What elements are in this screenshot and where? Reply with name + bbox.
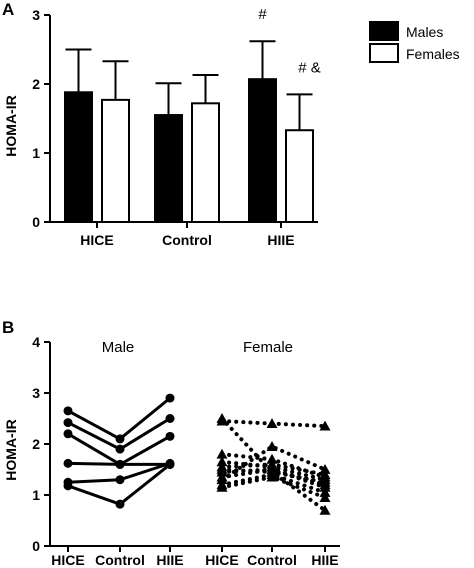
panel-b-marker-triangle: [319, 420, 331, 431]
panel-a-legend-label: Males: [406, 24, 443, 40]
panel-b-letter: B: [2, 318, 14, 337]
panel-b-marker-triangle: [216, 448, 228, 459]
panel-a-chart: 0 1 2 3 HICE Control HIIE # # & Males Females: [32, 6, 459, 248]
panel-a-legend-label: Females: [406, 46, 460, 62]
panel-a-bar-females: [285, 129, 314, 223]
panel-b-category-label: HIIE: [156, 552, 183, 568]
panel-a-letter: A: [2, 0, 14, 19]
panel-b-marker-triangle: [266, 464, 278, 474]
panel-b-category-label: HICE: [205, 552, 238, 568]
panel-b-group-label: Male: [102, 339, 135, 356]
panel-a-annotation: #: [258, 6, 267, 23]
panel-b-marker-circle: [115, 434, 125, 444]
panel-b-group-label: Female: [243, 339, 293, 356]
panel-b-subject-line: [67, 396, 171, 441]
panel-a-bar-males: [154, 114, 183, 223]
panel-b-category-label: HICE: [51, 552, 84, 568]
panel-b-y-tick-label: 2: [32, 436, 40, 452]
panel-b-marker-triangle: [319, 504, 331, 515]
panel-b-marker-circle: [165, 431, 175, 441]
panel-b-marker-triangle: [266, 418, 278, 428]
panel-b-marker-circle: [115, 459, 125, 469]
panel-b-marker-triangle: [319, 481, 331, 492]
panel-b-marker-triangle: [266, 441, 278, 451]
panel-a-y-tick-label: 2: [32, 76, 40, 92]
panel-b-marker-triangle: [216, 456, 228, 467]
panel-b-y-tick-label: 4: [32, 334, 40, 350]
panel-b-marker-circle: [115, 475, 125, 485]
panel-b-marker-circle: [63, 458, 73, 468]
panel-b-marker-circle: [165, 393, 175, 403]
panel-b-marker-circle: [165, 414, 175, 423]
panel-a-y-tick-label: 1: [32, 145, 40, 161]
panel-b-marker-triangle: [266, 453, 278, 464]
panel-a-bar-females: [101, 98, 130, 223]
panel-b-subject-line: [67, 463, 171, 506]
panel-b-marker-circle: [165, 459, 175, 469]
panel-b-marker-triangle: [319, 492, 331, 502]
panel-b-chart: 0 1 2 3 4 Male HICE Control HIIE Female HICE Contro…: [32, 334, 340, 568]
panel-a-legend-swatch: [369, 43, 399, 63]
panel-b-marker-triangle: [319, 469, 331, 479]
panel-a-annotation: # &: [298, 59, 321, 76]
panel-b-marker-circle: [115, 444, 125, 454]
panel-b-y-tick-label: 3: [32, 385, 40, 401]
panel-a-category-label: HIIE: [267, 232, 294, 248]
panel-b-y-tick-label: 1: [32, 487, 40, 503]
panel-a-legend-swatch: [369, 21, 399, 41]
panel-b-ylabel: HOMA-IR: [3, 419, 19, 480]
panel-b-marker-triangle: [216, 471, 228, 482]
panel-a-y-tick-label: 3: [32, 7, 40, 23]
panel-b-marker-circle: [63, 406, 73, 416]
panel-b-marker-circle: [63, 481, 73, 491]
panel-a-ylabel: HOMA-IR: [3, 95, 19, 156]
panel-b-category-label: Control: [247, 552, 297, 568]
panel-b-subject-line: [220, 444, 327, 482]
panel-b-marker-triangle: [216, 481, 228, 492]
panel-a-category-label: Control: [162, 232, 212, 248]
panel-b-marker-triangle: [216, 415, 228, 426]
panel-b-y-tick-label: 0: [32, 538, 40, 554]
panel-a-category-label: HICE: [80, 232, 113, 248]
panel-a-bar-males: [248, 78, 277, 223]
panel-b-marker-circle: [63, 429, 73, 439]
panel-b-category-label: HIIE: [311, 552, 338, 568]
panel-b-marker-triangle: [266, 471, 278, 482]
panel-a-bar-males: [64, 91, 93, 223]
panel-a-bar-females: [191, 102, 220, 223]
panel-b-marker-triangle: [216, 466, 228, 477]
panel-b-marker-triangle: [266, 458, 278, 469]
panel-b-category-label: Control: [95, 552, 145, 568]
panel-b-marker-triangle: [319, 486, 331, 497]
panel-a-y-tick-label: 0: [32, 214, 40, 230]
panel-b-marker-circle: [63, 418, 73, 428]
panel-b-marker-triangle: [319, 476, 331, 487]
panel-b-marker-circle: [115, 499, 125, 509]
panel-b-marker-triangle: [319, 464, 331, 474]
